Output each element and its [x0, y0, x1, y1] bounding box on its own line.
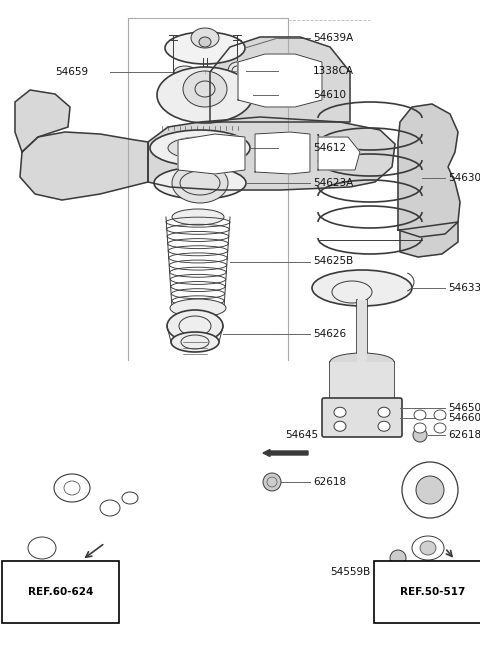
Polygon shape	[178, 134, 245, 174]
Polygon shape	[15, 90, 70, 152]
Ellipse shape	[330, 353, 394, 371]
Ellipse shape	[228, 62, 246, 80]
Ellipse shape	[170, 299, 226, 317]
Text: 54630S: 54630S	[448, 173, 480, 183]
FancyBboxPatch shape	[322, 398, 402, 437]
Text: 62618B: 62618B	[448, 430, 480, 440]
Polygon shape	[20, 132, 148, 200]
Ellipse shape	[165, 32, 245, 64]
Text: 54626: 54626	[313, 329, 346, 339]
Polygon shape	[255, 132, 310, 174]
Ellipse shape	[434, 423, 446, 433]
Ellipse shape	[150, 130, 250, 166]
Ellipse shape	[157, 67, 253, 123]
Ellipse shape	[168, 137, 232, 159]
Ellipse shape	[378, 407, 390, 417]
Ellipse shape	[54, 474, 90, 502]
Ellipse shape	[412, 536, 444, 560]
Polygon shape	[400, 222, 458, 257]
Text: 54610: 54610	[313, 90, 346, 100]
Polygon shape	[318, 137, 360, 170]
Ellipse shape	[402, 462, 458, 518]
Polygon shape	[210, 37, 350, 122]
Ellipse shape	[263, 473, 281, 491]
Bar	[357, 300, 367, 362]
Text: 54633: 54633	[448, 283, 480, 293]
Ellipse shape	[199, 37, 211, 47]
Text: 54659: 54659	[55, 67, 88, 77]
Ellipse shape	[183, 71, 227, 107]
Text: 54612: 54612	[313, 143, 346, 153]
Ellipse shape	[100, 500, 120, 516]
Ellipse shape	[420, 541, 436, 555]
Text: 54625B: 54625B	[313, 256, 353, 267]
Ellipse shape	[167, 310, 223, 342]
Ellipse shape	[334, 421, 346, 431]
Ellipse shape	[171, 332, 219, 352]
Ellipse shape	[28, 537, 56, 559]
Polygon shape	[398, 104, 460, 237]
Ellipse shape	[390, 550, 406, 566]
Ellipse shape	[413, 428, 427, 442]
Ellipse shape	[172, 209, 224, 225]
Ellipse shape	[172, 163, 228, 203]
Ellipse shape	[330, 391, 394, 409]
Text: 54645: 54645	[285, 430, 318, 440]
Polygon shape	[148, 117, 395, 190]
Text: 54559B: 54559B	[330, 567, 370, 577]
Text: REF.60-624: REF.60-624	[28, 587, 94, 597]
Text: REF.50-517: REF.50-517	[400, 587, 466, 597]
Ellipse shape	[122, 492, 138, 504]
Ellipse shape	[191, 28, 219, 48]
Ellipse shape	[378, 421, 390, 431]
Ellipse shape	[154, 167, 246, 199]
Text: 54639A: 54639A	[313, 33, 353, 43]
Ellipse shape	[312, 270, 412, 306]
Ellipse shape	[334, 407, 346, 417]
Ellipse shape	[414, 410, 426, 420]
FancyArrow shape	[263, 449, 308, 457]
Ellipse shape	[414, 423, 426, 433]
Text: 62618: 62618	[313, 477, 346, 487]
Ellipse shape	[174, 66, 196, 78]
Text: 54650B: 54650B	[448, 403, 480, 413]
Text: 1338CA: 1338CA	[313, 66, 354, 76]
Bar	[330, 362, 394, 400]
Ellipse shape	[434, 410, 446, 420]
Text: 54660: 54660	[448, 413, 480, 423]
Ellipse shape	[416, 476, 444, 504]
Polygon shape	[238, 54, 322, 107]
Text: 54623A: 54623A	[313, 178, 353, 188]
